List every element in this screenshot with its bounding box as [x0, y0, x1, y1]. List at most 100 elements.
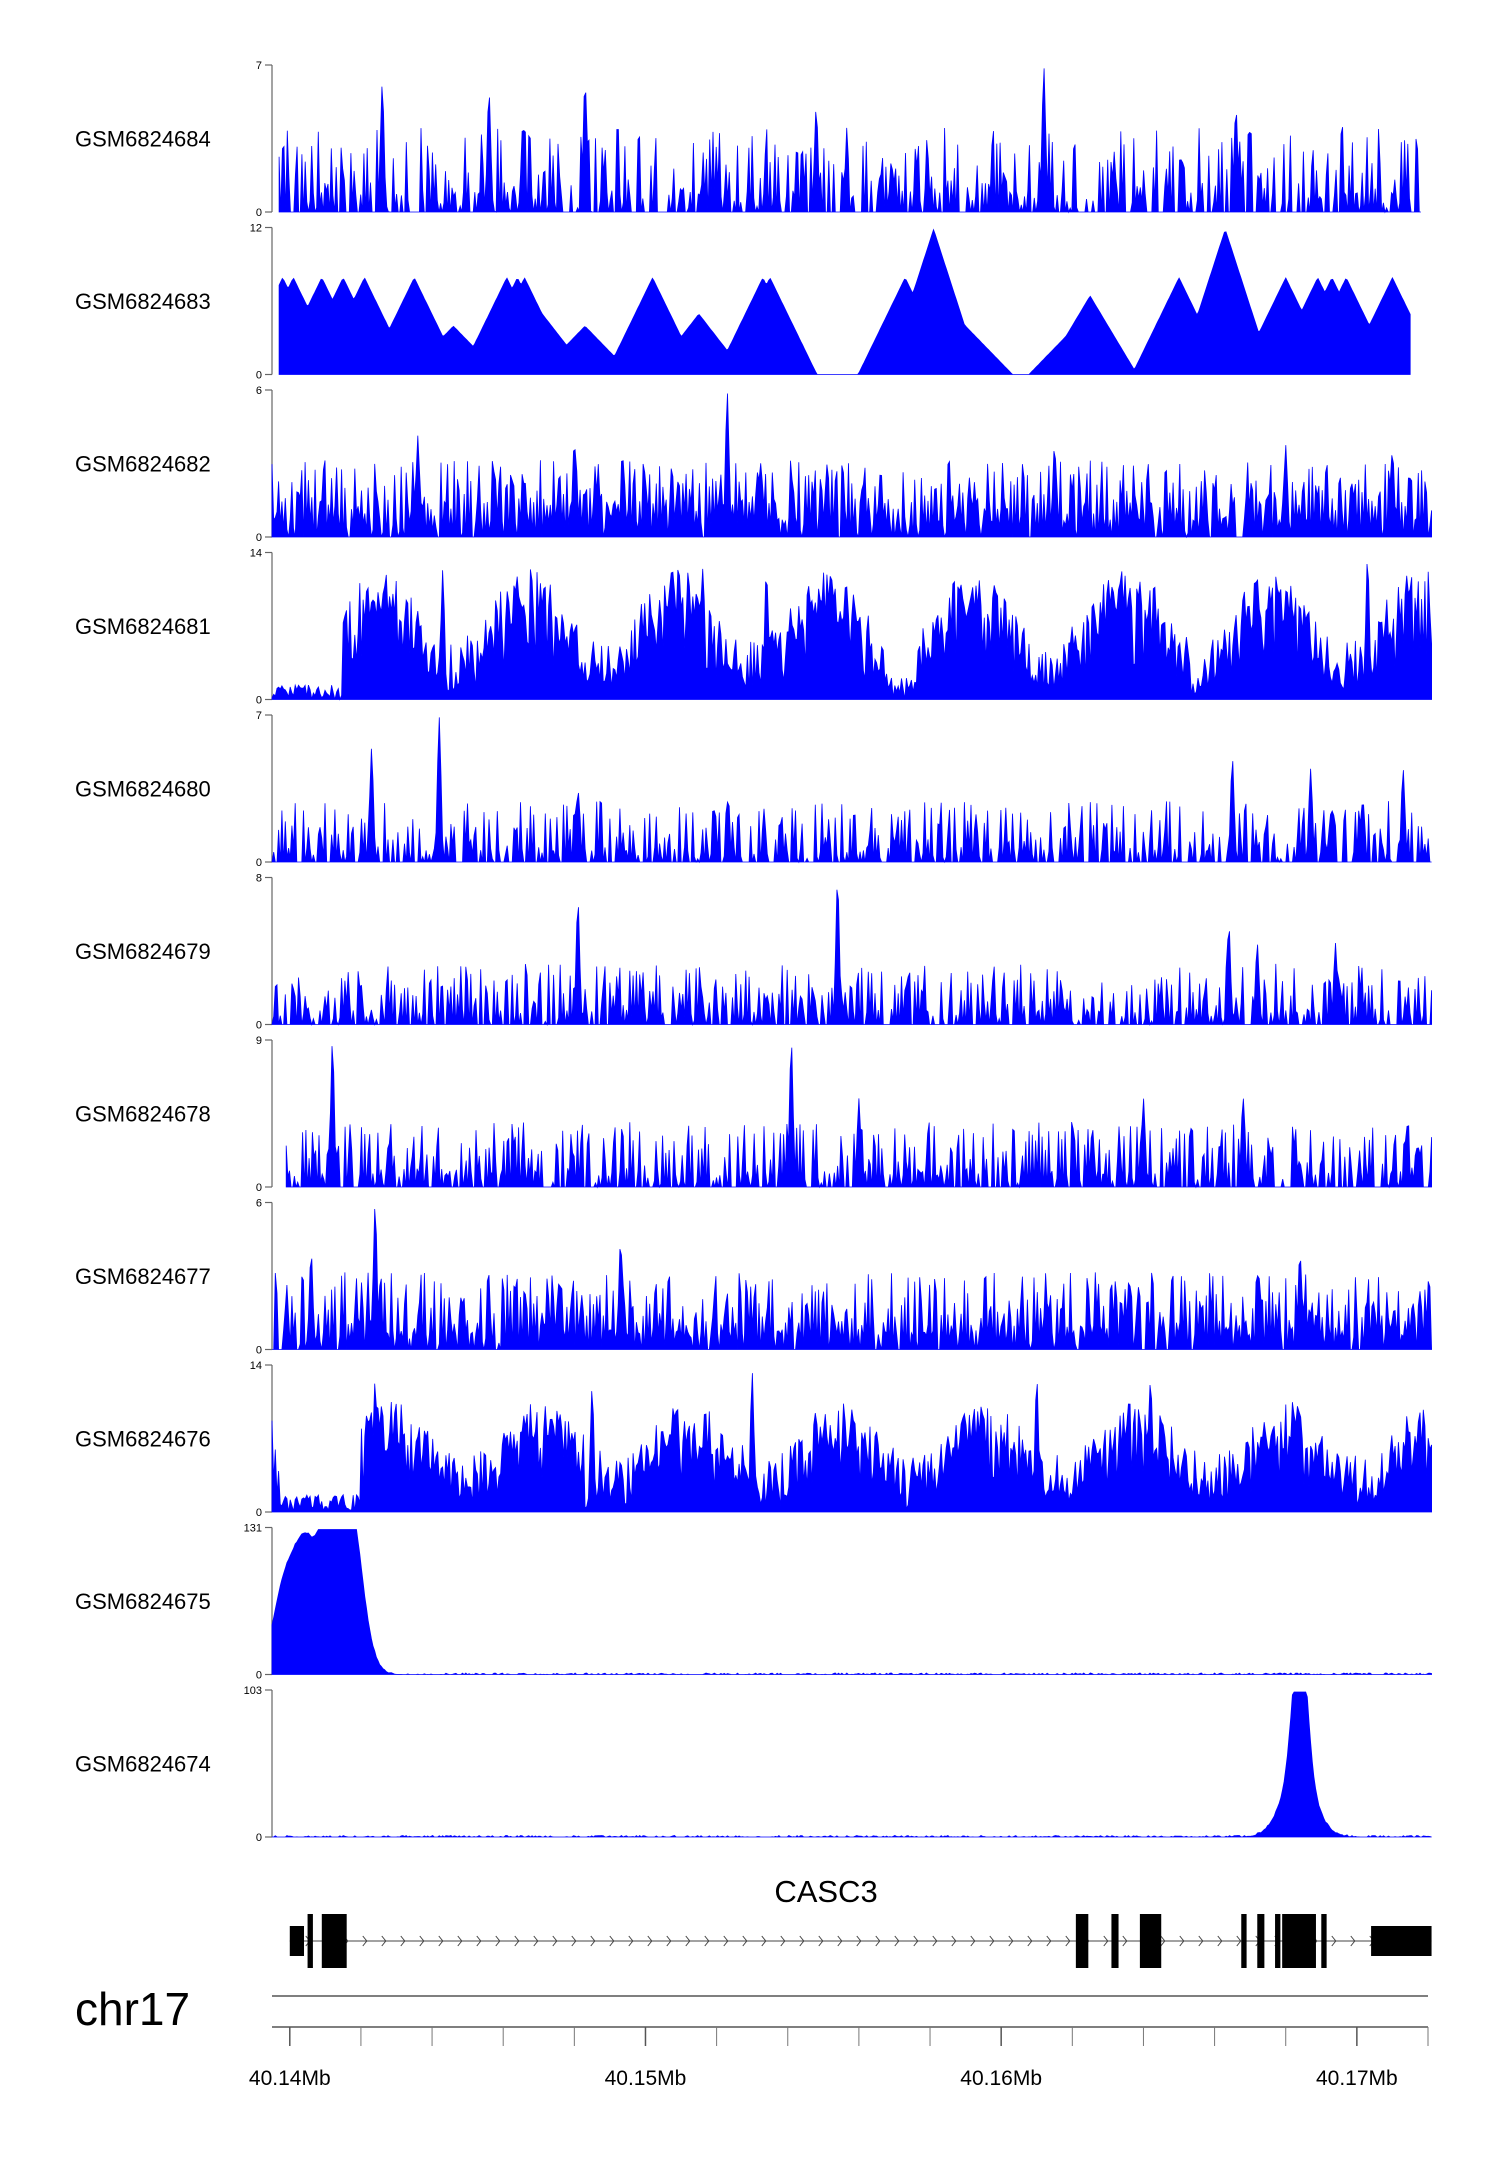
y-max-label: 14: [250, 1360, 262, 1372]
y-max-label: 12: [250, 223, 262, 235]
y-min-label: 0: [256, 1020, 262, 1032]
strand-arrow: [875, 1935, 881, 1947]
track-GSM6824683: GSM6824683 12 0: [75, 223, 1411, 382]
strand-arrow: [704, 1935, 710, 1947]
exon-coding: [1321, 1914, 1327, 1968]
strand-arrow: [1198, 1935, 1204, 1947]
tick-label: 40.15Mb: [605, 2067, 687, 2090]
strand-arrow: [1350, 1935, 1356, 1947]
y-min-label: 0: [256, 207, 262, 219]
exon-utr: [289, 1926, 305, 1956]
exon-coding: [321, 1914, 347, 1968]
gene-track: CASC3: [289, 1874, 1432, 1968]
y-max-label: 7: [256, 60, 262, 72]
strand-arrow: [381, 1935, 387, 1947]
strand-arrow: [666, 1935, 672, 1947]
strand-arrow: [647, 1935, 653, 1947]
y-min-label: 0: [256, 1345, 262, 1357]
y-min-label: 0: [256, 370, 262, 382]
track-name-label: GSM6824683: [75, 289, 211, 314]
coverage-area-GSM6824680: [271, 717, 1432, 864]
strand-arrow: [514, 1935, 520, 1947]
strand-arrow: [761, 1935, 767, 1947]
strand-arrow: [837, 1935, 843, 1947]
track-name-label: GSM6824674: [75, 1752, 211, 1777]
chromosome-label: chr17: [75, 1983, 190, 2035]
strand-arrow: [951, 1935, 957, 1947]
track-GSM6824677: GSM6824677 6 0: [75, 1198, 1433, 1357]
strand-arrow: [913, 1935, 919, 1947]
tick-label: 40.17Mb: [1316, 2067, 1398, 2090]
coverage-area-GSM6824683: [278, 228, 1411, 375]
y-min-label: 0: [256, 1832, 262, 1844]
strand-arrow: [970, 1935, 976, 1947]
strand-arrow: [1217, 1935, 1223, 1947]
coverage-area-GSM6824682: [271, 393, 1432, 539]
strand-arrow: [1160, 1935, 1166, 1947]
y-max-label: 14: [250, 548, 262, 560]
track-GSM6824676: GSM6824676 14 0: [75, 1360, 1432, 1519]
coverage-area-GSM6824678: [285, 1046, 1432, 1189]
strand-arrow: [818, 1935, 824, 1947]
y-min-label: 0: [256, 1182, 262, 1194]
strand-arrow: [1103, 1935, 1109, 1947]
exon-coding: [1282, 1914, 1316, 1968]
strand-arrow: [1331, 1935, 1337, 1947]
coverage-area-GSM6824684: [278, 68, 1421, 214]
strand-arrow: [552, 1935, 558, 1947]
strand-arrow: [1179, 1935, 1185, 1947]
track-name-label: GSM6824679: [75, 939, 211, 964]
strand-arrow: [1046, 1935, 1052, 1947]
coverage-area-GSM6824677: [272, 1208, 1433, 1350]
strand-arrow: [457, 1935, 463, 1947]
track-name-label: GSM6824682: [75, 452, 211, 477]
strand-arrow: [799, 1935, 805, 1947]
strand-arrow: [590, 1935, 596, 1947]
track-GSM6824680: GSM6824680 7 0: [75, 710, 1432, 869]
strand-arrow: [400, 1935, 406, 1947]
y-min-label: 0: [256, 1670, 262, 1682]
strand-arrow: [1122, 1935, 1128, 1947]
track-name-label: GSM6824675: [75, 1589, 211, 1614]
track-GSM6824679: GSM6824679 8 0: [75, 873, 1432, 1032]
y-min-label: 0: [256, 1507, 262, 1519]
strand-arrow: [894, 1935, 900, 1947]
track-name-label: GSM6824684: [75, 127, 211, 152]
strand-arrow: [1065, 1935, 1071, 1947]
track-name-label: GSM6824680: [75, 777, 211, 802]
coverage-tracks: GSM682468470GSM6824683120GSM682468260GSM…: [75, 60, 1433, 1844]
y-max-label: 6: [256, 385, 262, 397]
exon-coding: [1275, 1914, 1281, 1968]
track-name-label: GSM6824676: [75, 1427, 211, 1452]
strand-arrow: [856, 1935, 862, 1947]
strand-arrow: [571, 1935, 577, 1947]
strand-arrow: [1236, 1935, 1242, 1947]
genome-axis: chr17 40.14Mb 40.15Mb 40.16Mb 40.17Mb: [75, 1983, 1429, 2090]
strand-arrow: [476, 1935, 482, 1947]
strand-arrow: [1027, 1935, 1033, 1947]
y-max-label: 9: [256, 1035, 262, 1047]
strand-arrow: [932, 1935, 938, 1947]
y-min-label: 0: [256, 532, 262, 544]
strand-arrow: [533, 1935, 539, 1947]
strand-arrow: [419, 1935, 425, 1947]
strand-arrow: [495, 1935, 501, 1947]
track-name-label: GSM6824681: [75, 614, 211, 639]
y-max-label: 131: [244, 1523, 262, 1535]
coverage-area-GSM6824679: [271, 889, 1432, 1027]
y-max-label: 7: [256, 710, 262, 722]
gene-name-label: CASC3: [774, 1874, 877, 1909]
track-GSM6824678: GSM6824678 9 0: [75, 1035, 1432, 1194]
track-GSM6824681: GSM6824681 14 0: [75, 548, 1432, 707]
coverage-area-GSM6824681: [271, 563, 1432, 701]
exon-coding: [1139, 1914, 1162, 1968]
y-min-label: 0: [256, 857, 262, 869]
tick-label: 40.16Mb: [960, 2067, 1042, 2090]
track-name-label: GSM6824678: [75, 1102, 211, 1127]
track-GSM6824684: GSM6824684 7 0: [75, 60, 1421, 219]
track-GSM6824675: GSM6824675 131 0: [75, 1523, 1432, 1682]
exon-coding: [1075, 1914, 1089, 1968]
strand-arrow: [1008, 1935, 1014, 1947]
strand-arrow: [989, 1935, 995, 1947]
